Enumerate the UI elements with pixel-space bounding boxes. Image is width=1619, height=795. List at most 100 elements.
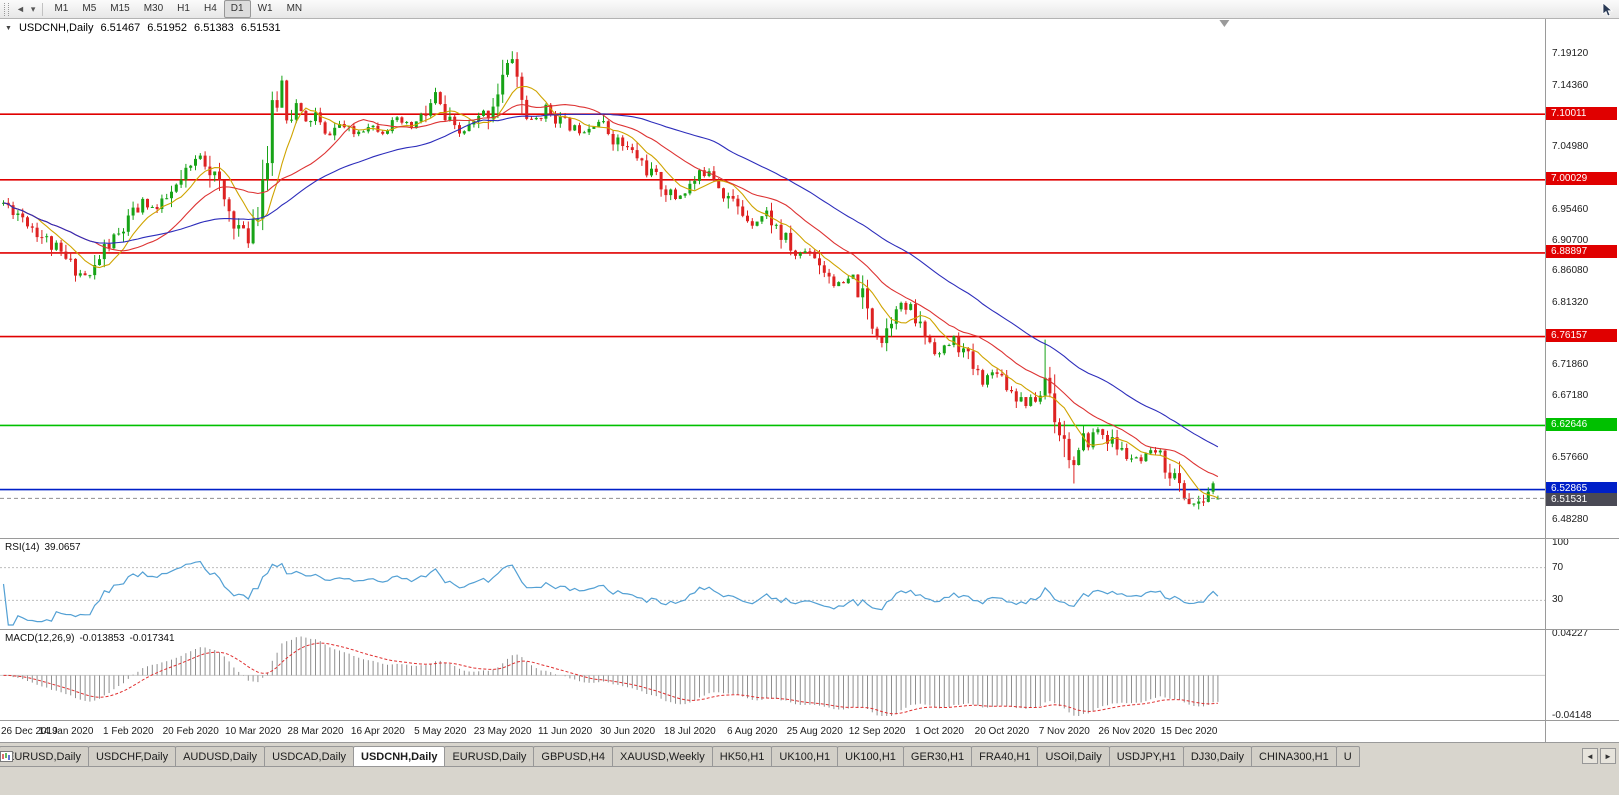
- timeframe-button-m1[interactable]: M1: [54, 3, 69, 14]
- chart-tab-uk100-h1[interactable]: UK100,H1: [0, 746, 904, 767]
- price-level-badge: 7.10011: [1546, 106, 1617, 120]
- price-axis-label: 6.90700: [1552, 235, 1589, 247]
- tab-label: GER30,H1: [910, 750, 965, 763]
- time-axis-label: 6 Aug 2020: [726, 726, 778, 737]
- time-axis-label: 12 Sep 2020: [848, 726, 906, 737]
- chart-tab-usdjpy-h1[interactable]: USDJPY,H1: [0, 746, 1184, 767]
- price-level-badge: 7.00029: [1546, 172, 1617, 186]
- candles: [2, 51, 1220, 510]
- tab-label: AUDUSD,Daily: [183, 750, 258, 763]
- collapse-chart-icon[interactable]: ▼: [5, 24, 12, 32]
- tabs-scroll-left-icon[interactable]: ◄: [1582, 748, 1598, 764]
- timeframe-button-h4[interactable]: H4: [203, 3, 217, 14]
- macd-axis-label: -0.04148: [1552, 710, 1592, 721]
- ma-mid-red: [3, 103, 1219, 478]
- tab-label: USDCHF,Daily: [95, 750, 169, 763]
- price-axis-label: 6.86080: [1552, 265, 1589, 277]
- rsi-line: [2, 560, 1219, 626]
- price-axis-label: 6.57660: [1552, 452, 1589, 464]
- toolbar-grip[interactable]: [4, 2, 9, 16]
- chart-tab-usdcad-daily[interactable]: USDCAD,Daily: [0, 746, 355, 767]
- time-axis-label: 18 Jul 2020: [664, 726, 716, 737]
- price-axis[interactable]: 7.19120 7.14360 7.04980 6.95460 6.90700 6.860…: [1546, 19, 1619, 538]
- chart-tab-eurusd-daily[interactable]: EURUSD,Daily: [0, 746, 535, 767]
- chart-tab-ger30-h1[interactable]: GER30,H1: [0, 746, 973, 767]
- time-axis-label: 26 Dec 2019: [1, 726, 58, 737]
- time-axis-label: 14 Jan 2020: [38, 726, 94, 737]
- time-axis[interactable]: 26 Dec 2019 14 Jan 2020 1 Feb 2020 20 Feb 2…: [0, 721, 1545, 742]
- price-axis-label: 7.04980: [1552, 141, 1589, 153]
- macd-signal-line: [3, 642, 1218, 715]
- chart-tab-u[interactable]: U: [0, 746, 1360, 767]
- macd-indicator-label: MACD(12,26,9) -0.013853 -0.017341: [5, 633, 175, 644]
- macd-value-main: -0.013853: [79, 633, 125, 644]
- time-axis-label: 7 Nov 2020: [1038, 726, 1090, 737]
- price-axis-label: 7.19120: [1552, 48, 1589, 60]
- time-axis-label: 30 Jun 2020: [599, 726, 656, 737]
- ohlc-high: 6.51952: [147, 22, 188, 34]
- chart-tab-usdchf-daily[interactable]: USDCHF,Daily: [0, 746, 177, 767]
- price-chart-canvas[interactable]: [0, 19, 1545, 538]
- time-axis-label: 1 Oct 2020: [915, 726, 964, 737]
- price-axis-label: 6.71860: [1552, 358, 1589, 370]
- timeframe-button-m30[interactable]: M30: [143, 3, 164, 14]
- chart-tab-dj30-daily[interactable]: DJ30,Daily: [0, 746, 1253, 767]
- chart-tab-china300-h1[interactable]: CHINA300,H1: [0, 746, 1337, 767]
- timeframe-button-m15[interactable]: M15: [110, 3, 130, 14]
- rsi-canvas[interactable]: [0, 539, 1545, 629]
- timeframe-button-m5[interactable]: M5: [82, 3, 97, 14]
- chart-tab-hk50-h1[interactable]: HK50,H1: [0, 746, 773, 767]
- chart-tab-bar: EURUSD,Daily USDCHF,Daily AUDUSD,Daily USDC…: [0, 742, 1619, 795]
- tab-label: CHINA300,H1: [1259, 750, 1329, 763]
- panel-resize-divider[interactable]: [0, 629, 1619, 630]
- tabs-scroll-right-icon[interactable]: ►: [1600, 748, 1616, 764]
- time-axis-label: 23 May 2020: [473, 726, 532, 737]
- chart-tab-usdcnh-daily[interactable]: USDCNH,Daily: [0, 746, 446, 767]
- chart-tab-eurusd-daily[interactable]: EURUSD,Daily: [0, 746, 89, 767]
- price-axis-border: [1545, 19, 1546, 742]
- toolbar-dropdown-icon[interactable]: ▾: [30, 4, 36, 14]
- tab-label: GBPUSD,H4: [541, 750, 605, 763]
- chart-window: ▼ USDCNH,Daily 6.51467 6.51952 6.51383 6…: [0, 19, 1619, 742]
- rsi-axis-label: 70: [1552, 561, 1564, 573]
- timeframe-button-w1[interactable]: W1: [257, 3, 273, 14]
- price-axis-label: 6.67180: [1552, 389, 1589, 401]
- time-axis-label: 16 Apr 2020: [350, 726, 405, 737]
- timeframe-button-d1[interactable]: D1: [223, 0, 251, 18]
- chart-tab-usoil-daily[interactable]: USOil,Daily: [0, 746, 1110, 767]
- time-axis-label: 15 Dec 2020: [1160, 726, 1218, 737]
- price-level-badge: 6.52865: [1546, 482, 1617, 496]
- symbol-back-icon[interactable]: ◄: [16, 4, 25, 14]
- chart-title: USDCNH,Daily: [18, 22, 94, 34]
- panel-resize-divider[interactable]: [0, 538, 1619, 539]
- chart-header: ▼ USDCNH,Daily 6.51467 6.51952 6.51383 6…: [5, 22, 281, 34]
- rsi-name: RSI(14): [5, 542, 40, 553]
- macd-axis-label: 0.04227: [1552, 628, 1589, 639]
- macd-canvas[interactable]: [0, 630, 1545, 720]
- tab-label: XAUUSD,Weekly: [619, 750, 705, 763]
- chart-tab-audusd-daily[interactable]: AUDUSD,Daily: [0, 746, 266, 767]
- chart-tab-gbpusd-h4[interactable]: GBPUSD,H4: [0, 746, 613, 767]
- rsi-axis[interactable]: 100 70 30: [1546, 537, 1619, 629]
- macd-axis[interactable]: 0.04227 -0.04148: [1546, 628, 1619, 721]
- chart-tab-xauusd-weekly[interactable]: XAUUSD,Weekly: [0, 746, 713, 767]
- chart-tab-uk100-h1[interactable]: UK100,H1: [0, 746, 839, 767]
- panel-resize-divider[interactable]: [0, 720, 1619, 721]
- timeframe-button-mn[interactable]: MN: [286, 3, 303, 14]
- time-axis-label: 1 Feb 2020: [102, 726, 154, 737]
- timeframe-toolbar: ◄ ▾ M1 M5 M15 M30 H1 H4 D1 W1 MN: [0, 0, 1619, 19]
- tab-label: USDCAD,Daily: [272, 750, 347, 763]
- time-axis-label: 20 Oct 2020: [974, 726, 1030, 737]
- horizontal-level-lines: [0, 113, 1545, 491]
- price-level-badge: 6.76157: [1546, 329, 1617, 343]
- chart-tab-fra40-h1[interactable]: FRA40,H1: [0, 746, 1039, 767]
- timeframe-button-h1[interactable]: H1: [177, 3, 190, 14]
- price-level-badge: 6.62646: [1546, 417, 1617, 431]
- price-axis-label: 6.48280: [1552, 513, 1589, 525]
- tab-label: USDCNH,Daily: [361, 750, 438, 763]
- tab-scroll-arrows: ◄ ►: [1582, 748, 1616, 764]
- tab-label: USDJPY,H1: [1116, 750, 1176, 763]
- time-axis-label: 20 Feb 2020: [162, 726, 219, 737]
- rsi-axis-label: 30: [1552, 594, 1564, 606]
